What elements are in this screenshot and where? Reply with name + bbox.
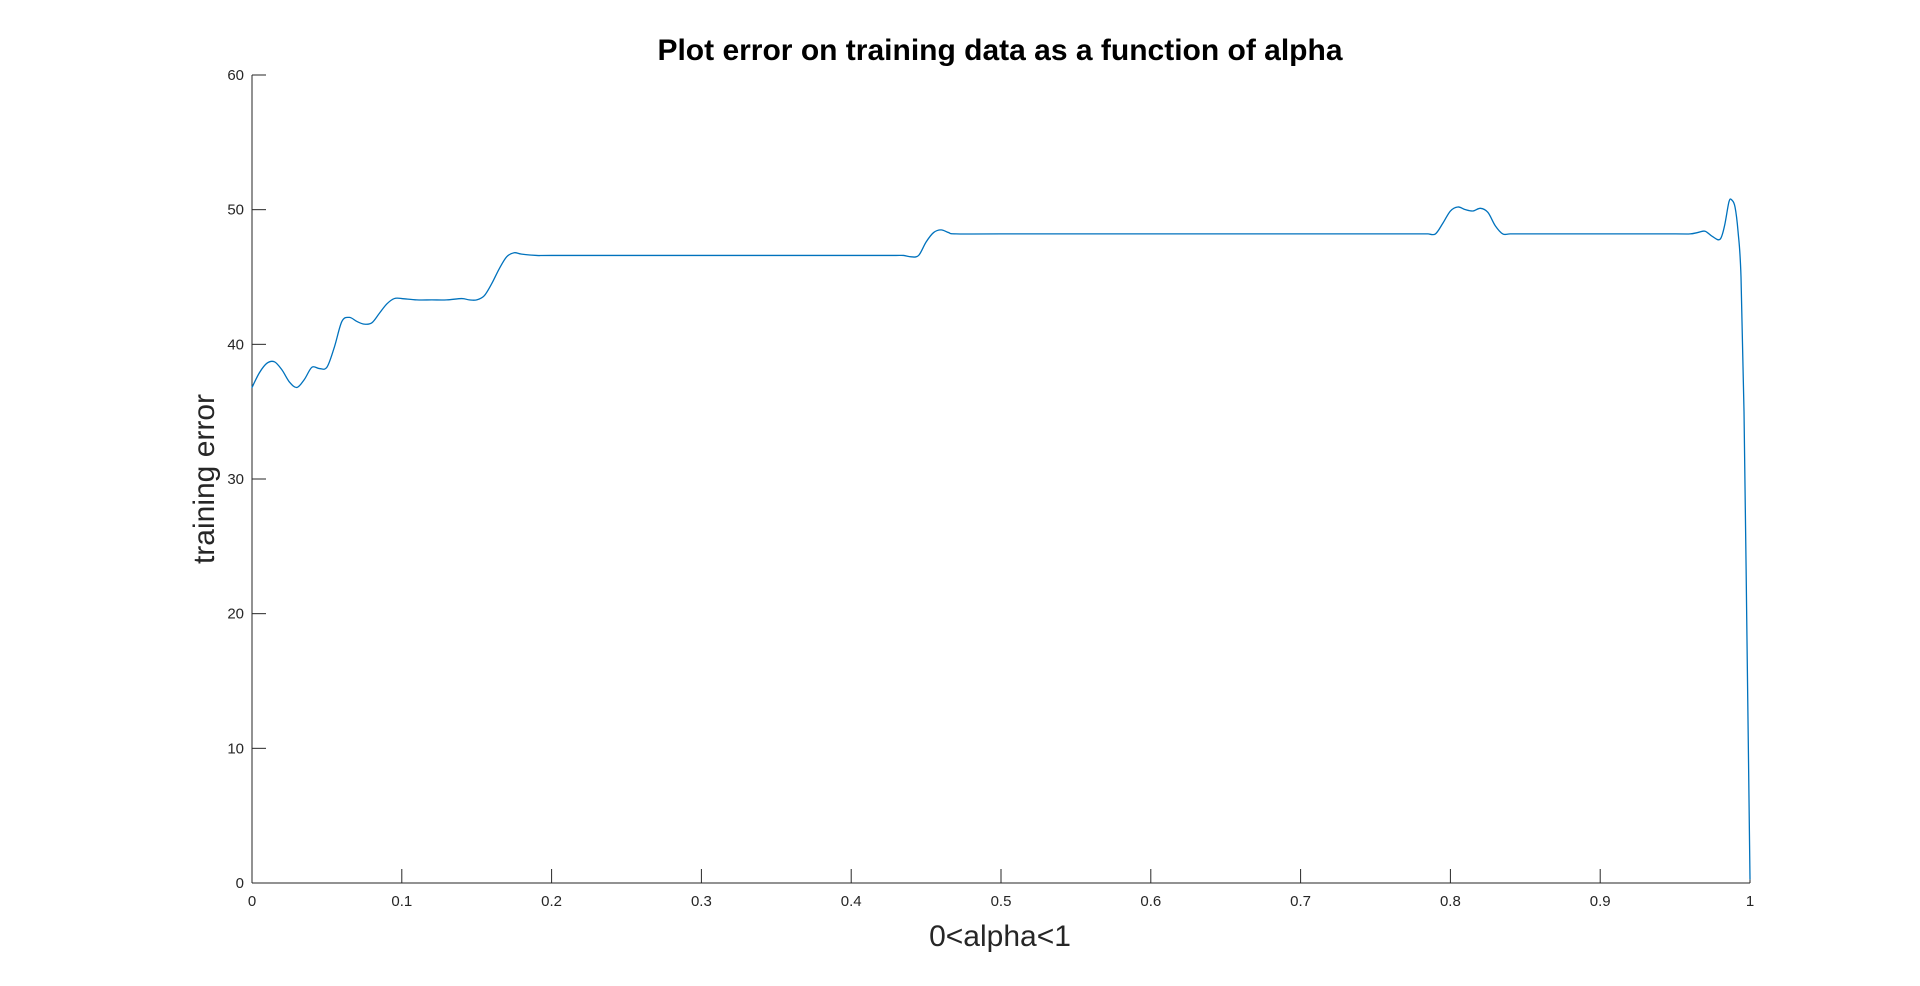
y-tick-label: 50: [227, 202, 244, 219]
x-tick-label: 0: [248, 893, 256, 910]
y-tick-label: 60: [227, 67, 244, 84]
y-tick-label: 10: [227, 740, 244, 757]
x-tick-label: 0.8: [1440, 893, 1461, 910]
y-tick-label: 30: [227, 471, 244, 488]
x-tick-label: 0.4: [841, 893, 862, 910]
y-tick-label: 20: [227, 606, 244, 623]
x-tick-label: 1: [1746, 893, 1754, 910]
y-ticks: 0 10 20 30 40 50 60: [227, 67, 266, 892]
series-line-training-error: [251, 198, 1751, 880]
y-tick-label: 0: [236, 875, 244, 892]
x-tick-label: 0.9: [1590, 893, 1611, 910]
x-tick-label: 0.5: [991, 893, 1012, 910]
plot-area: 0 0.1 0.2 0.3 0.4 0.5 0.6 0.7 0.8 0.9 1 0 10 20 30 40 5…: [227, 67, 1754, 910]
x-tick-label: 0.7: [1290, 893, 1311, 910]
x-tick-label: 0.2: [541, 893, 562, 910]
x-ticks: 0 0.1 0.2 0.3 0.4 0.5 0.6 0.7 0.8 0.9 1: [248, 869, 1754, 910]
x-tick-label: 0.1: [391, 893, 412, 910]
y-tick-label: 40: [227, 336, 244, 353]
chart-title: Plot error on training data as a functio…: [657, 34, 1342, 67]
x-tick-label: 0.3: [691, 893, 712, 910]
x-tick-label: 0.6: [1140, 893, 1161, 910]
y-axis-label: training error: [188, 394, 221, 564]
x-axis-label: 0<alpha<1: [929, 920, 1071, 953]
